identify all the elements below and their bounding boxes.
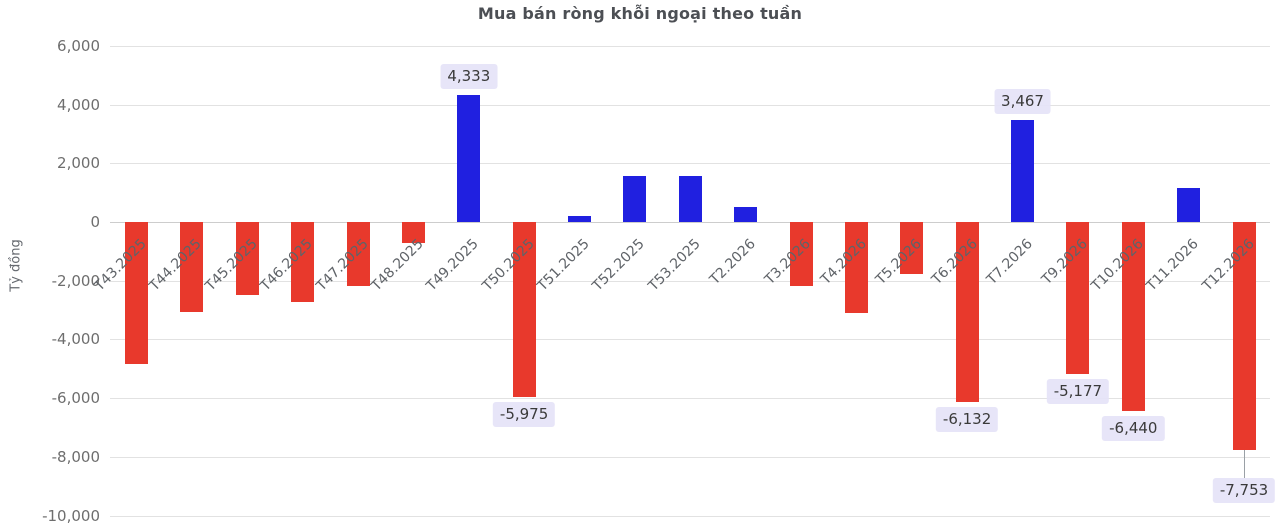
bar-T53.2025[interactable]: [678, 176, 702, 222]
data-label: -6,440: [1102, 416, 1165, 441]
y-axis-tick-label: 0: [90, 213, 100, 231]
bar-T51.2025[interactable]: [568, 215, 591, 222]
data-label: -6,132: [935, 407, 999, 432]
data-label: -5,975: [492, 402, 556, 428]
y-axis-tick-label: 6,000: [57, 36, 100, 55]
data-label: 4,333: [440, 63, 498, 89]
bar-T47.2025[interactable]: [346, 222, 370, 286]
x-axis-label: T11.2026: [1143, 236, 1202, 295]
chart-title: Mua bán ròng khỗi ngoại theo tuần: [477, 4, 803, 23]
data-label: -7,753: [1212, 477, 1276, 503]
gridline: [110, 339, 1270, 341]
bar-T49.2025[interactable]: [457, 94, 481, 222]
bar-T4.2026[interactable]: [844, 222, 868, 313]
x-axis-label: T53.2025: [645, 236, 704, 295]
bar-T43.2025[interactable]: [125, 222, 148, 365]
gridline: [110, 163, 1270, 165]
y-axis-tick-label: -10,000: [42, 506, 100, 525]
x-axis-label: T49.2025: [423, 236, 483, 295]
y-axis-tick-label: -8,000: [51, 447, 100, 466]
gridline: [110, 45, 1270, 47]
bar-T44.2025[interactable]: [180, 222, 204, 313]
bar-T5.2026[interactable]: [900, 222, 924, 275]
gridline: [110, 222, 1270, 223]
bar-T46.2025[interactable]: [291, 222, 315, 302]
x-axis-label: T51.2025: [534, 236, 593, 295]
bar-T2.2026[interactable]: [734, 207, 758, 222]
bar-T7.2026[interactable]: [1011, 120, 1034, 222]
y-axis-tick-label: 4,000: [57, 95, 100, 114]
bar-T3.2026[interactable]: [789, 222, 813, 286]
bar-T48.2025[interactable]: [401, 222, 425, 243]
data-label: 3,467: [994, 89, 1051, 115]
bar-T10.2026[interactable]: [1121, 222, 1145, 411]
gridline: [110, 456, 1270, 458]
x-axis-label: T52.2025: [589, 236, 649, 295]
bar-T52.2025[interactable]: [623, 176, 647, 222]
gridline: [110, 515, 1270, 517]
y-axis-tick-label: -6,000: [51, 389, 100, 408]
x-axis-label: T48.2025: [368, 236, 427, 295]
gridline: [110, 280, 1270, 282]
y-axis-tick-label: -2,000: [51, 271, 100, 290]
bar-T9.2026[interactable]: [1066, 222, 1090, 374]
label-connector-line: [1244, 449, 1245, 478]
gridline: [110, 398, 1270, 400]
data-label: -5,177: [1046, 378, 1110, 404]
bar-T6.2026[interactable]: [955, 222, 979, 402]
gridline: [110, 104, 1270, 106]
bar-T12.2026[interactable]: [1232, 222, 1256, 450]
bar-T45.2025[interactable]: [235, 222, 259, 295]
y-axis-tick-label: -4,000: [51, 330, 100, 349]
bar-T11.2026[interactable]: [1177, 188, 1201, 222]
bar-T50.2025[interactable]: [512, 222, 536, 398]
y-axis-tick-label: 2,000: [57, 154, 100, 173]
